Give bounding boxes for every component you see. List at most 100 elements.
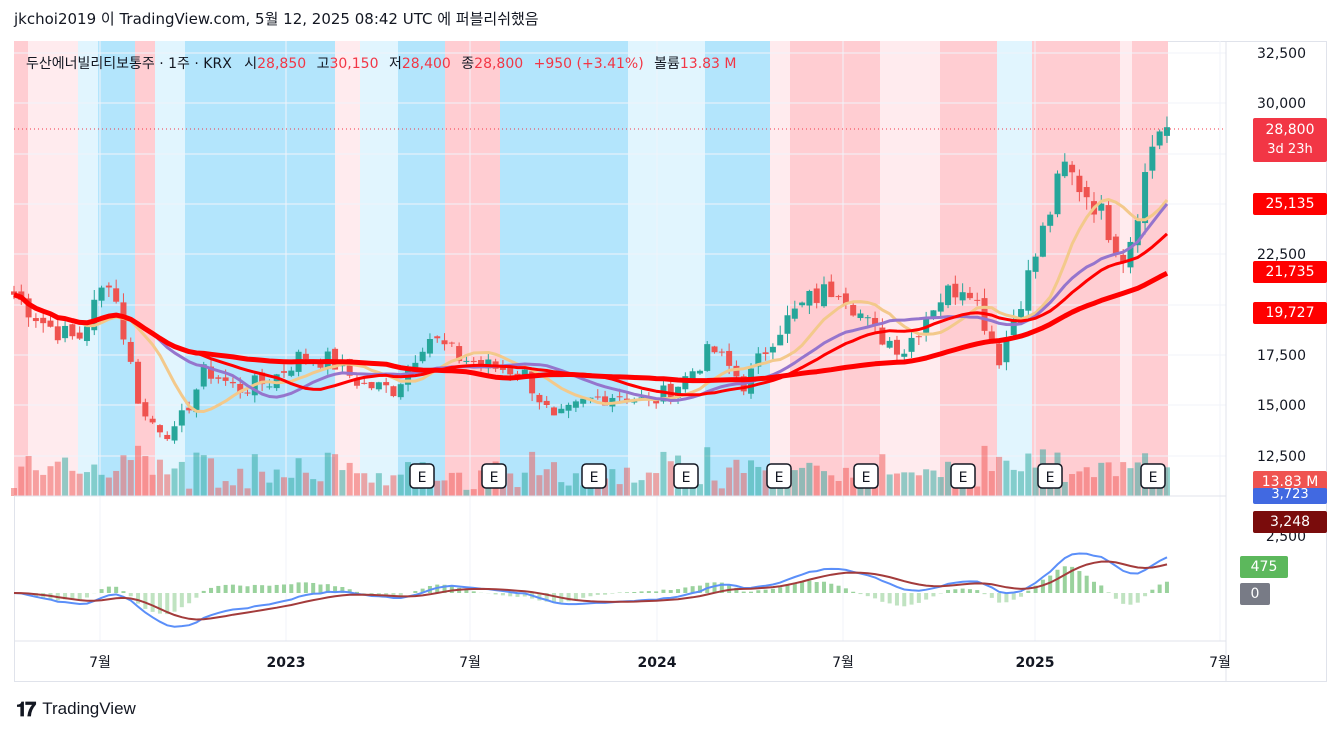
candle-body — [996, 343, 1003, 366]
volume-bar — [353, 473, 360, 496]
volume-bar — [98, 474, 105, 496]
candle-body — [521, 369, 528, 377]
volume-bar — [1083, 467, 1090, 496]
candle-body — [383, 382, 390, 386]
volume-bar — [521, 472, 528, 496]
candle-body — [945, 285, 952, 306]
volume-bar — [1134, 462, 1141, 496]
macd-histogram-bar — [800, 581, 805, 593]
earnings-marker-label: E — [490, 470, 499, 486]
volume-bar — [40, 474, 47, 496]
candle-body — [791, 308, 798, 319]
volume-bar — [653, 473, 660, 496]
macd-histogram-bar — [873, 593, 878, 599]
macd-histogram-bar — [544, 593, 549, 602]
candle-body — [806, 290, 813, 306]
earnings-marker — [409, 463, 435, 489]
macd-histogram-bar — [471, 591, 476, 593]
macd-histogram-bar — [821, 581, 826, 593]
candle-body — [602, 396, 609, 406]
macd-histogram-bar — [442, 584, 447, 593]
earnings-marker — [1140, 463, 1166, 489]
countdown: 3d 23h — [1267, 142, 1313, 157]
candle-body — [32, 318, 39, 322]
candle-body — [193, 389, 200, 413]
candle-body — [1163, 127, 1170, 136]
candle-body — [696, 370, 703, 374]
volume-bar — [529, 451, 536, 496]
signal-line — [13, 560, 1168, 621]
macd-histogram-bar — [624, 592, 629, 593]
macd-histogram-bar — [274, 584, 279, 593]
candle-body — [361, 382, 368, 384]
background-band — [78, 41, 98, 496]
macd-histogram-bar — [201, 590, 206, 593]
tradingview-logo[interactable]: 𝟏𝟕 TradingView — [16, 697, 136, 721]
candle-body — [499, 367, 506, 370]
candle-body — [302, 353, 309, 359]
volume-bar — [149, 474, 156, 496]
candle-body — [558, 408, 565, 414]
candle-body — [54, 326, 61, 341]
earnings-marker-label: E — [418, 470, 427, 486]
volume-bar — [820, 471, 827, 496]
price-axis-label: 32,500 — [1257, 46, 1306, 62]
volume-bar — [478, 470, 485, 496]
volume-bar — [879, 454, 886, 496]
volume-bar — [375, 473, 382, 496]
macd-histogram-bar — [289, 584, 294, 593]
candle-body — [799, 302, 806, 306]
high-label: 고 — [316, 56, 330, 72]
candle-body — [164, 434, 171, 440]
volume-bar — [120, 455, 127, 496]
macd-tag: 3,723 — [1253, 488, 1327, 504]
volume-bar — [178, 461, 185, 496]
volume-bar — [251, 454, 258, 496]
volume-bar — [127, 460, 134, 496]
histogram-tag: 475 — [1240, 556, 1288, 578]
macd-histogram-bar — [376, 593, 381, 595]
volume-bar — [631, 482, 638, 496]
volume-bar — [850, 477, 857, 496]
macd-histogram-bar — [1040, 579, 1045, 593]
volume-bar — [237, 468, 244, 496]
candle-body — [1032, 256, 1039, 272]
volume-bar — [470, 489, 477, 496]
volume-bar — [405, 462, 412, 496]
background-band — [500, 41, 628, 496]
volume-bar — [704, 447, 711, 496]
volume-bar — [813, 465, 820, 496]
candle-body — [704, 344, 711, 371]
candle-body — [105, 285, 112, 288]
tradingview-logo-icon: 𝟏𝟕 — [16, 697, 36, 721]
macd-histogram-bar — [639, 591, 644, 593]
macd-histogram-bar — [829, 583, 834, 593]
volume-bar — [113, 470, 120, 496]
volume-bar — [565, 485, 572, 496]
ma-long-line — [13, 271, 1169, 384]
macd-histogram-bar — [311, 582, 316, 593]
volume-bar — [164, 474, 171, 496]
price-axis-label: 17,500 — [1257, 348, 1306, 364]
macd-histogram-bar — [989, 593, 994, 598]
macd-histogram-bar — [267, 585, 272, 593]
volume-bar — [696, 484, 703, 496]
volume-bar — [937, 477, 944, 496]
volume-bar — [390, 475, 397, 496]
ma-purple-line — [13, 202, 1169, 402]
macd-histogram-bar — [654, 591, 659, 593]
macd-histogram-bar — [179, 593, 184, 608]
macd-histogram-bar — [143, 593, 148, 609]
volume-bar — [1018, 471, 1025, 496]
change-value: +950 (+3.41%) — [533, 56, 644, 72]
volume-bar — [156, 459, 163, 496]
candle-body — [850, 305, 857, 316]
background-band — [997, 41, 1032, 496]
candle-body — [966, 292, 973, 299]
macd-histogram-bar — [902, 593, 907, 607]
open-value: 28,850 — [257, 56, 307, 72]
macd-pane — [13, 552, 1169, 628]
volume-bar — [280, 477, 287, 496]
candle-body — [200, 364, 207, 387]
